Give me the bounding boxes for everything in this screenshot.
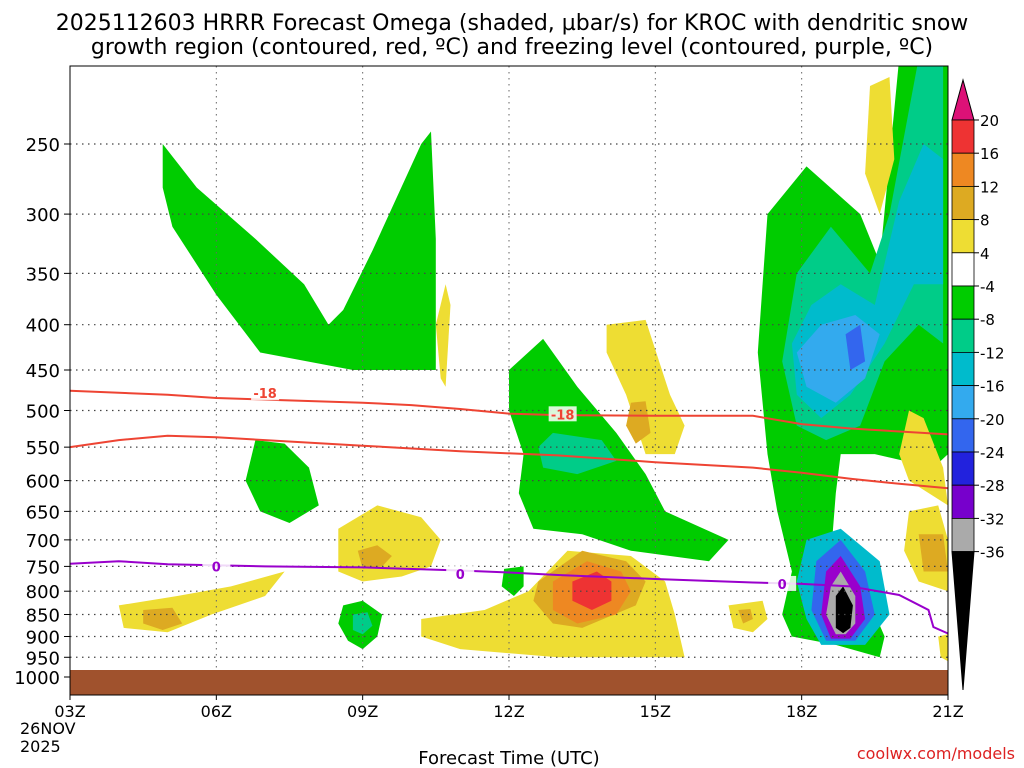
colorbar-label-10: -24 [980,444,1005,462]
y-tick-label-550: 550 [26,438,60,459]
contour-layer: -18 -18 0 0 0 [69,385,949,635]
omega-region-gold-far-right-low [918,534,948,572]
omega-region-green-upper-left-a [162,131,436,370]
y-tick-label-250: 250 [26,135,60,156]
colorbar-band-6 [951,318,975,353]
colorbar-label-4: 4 [980,245,990,263]
x-tick-label-12Z: 12Z [493,702,524,721]
omega-region-green-mid-left [245,440,319,523]
omega-region-green-right-small [791,511,802,556]
grid-lines [70,66,948,678]
y-tick-label-1000: 1000 [14,668,60,689]
colorbar-label-13: -36 [980,544,1005,562]
y-tick-label-350: 350 [26,264,60,285]
x-tick-label-21Z: 21Z [932,702,963,721]
x-axis-time-labels: 03Z 06Z 09Z 12Z 15Z 18Z 21Z [54,695,964,721]
x-tick-label-09Z: 09Z [347,702,378,721]
chart-title-line1: 2025112603 HRRR Forecast Omega (shaded, … [56,11,969,36]
y-tick-label-300: 300 [26,205,60,226]
colorbar-band-1 [951,152,975,187]
omega-region-black-lower-right [835,586,853,634]
y-tick-label-450: 450 [26,361,60,382]
dgz-label-1: -18 [253,387,277,402]
colorbar-label-7: -12 [980,344,1005,362]
dgz-label-2: -18 [551,408,575,423]
omega-region-yellow-top-right [865,77,895,215]
colorbar-band-7 [951,351,975,386]
y-tick-label-600: 600 [26,472,60,493]
colorbar-band-9 [951,418,975,453]
colorbar-label-2: 12 [980,178,999,196]
y-tick-label-500: 500 [26,402,60,423]
colorbar-band-3 [951,219,975,254]
date-label-year: 2025 [20,737,61,756]
y-tick-label-800: 800 [26,582,60,603]
y-tick-label-700: 700 [26,531,60,552]
site-credit: coolwx.com/models [857,744,1015,763]
omega-region-gold-mid-low [357,545,392,569]
omega-colorbar: 20 16 12 8 4 -4 -8 -12 -16 -20 -24 -28 -32 -36 [951,78,1005,691]
omega-region-teal-left-low-a [352,612,373,635]
omega-region-yellow-upper-mid [606,319,685,455]
omega-shading-layer [118,66,948,662]
dgz-contour-upper [69,389,949,436]
omega-region-gold-upper-mid [626,401,651,444]
y-tick-label-850: 850 [26,606,60,627]
omega-region-yellow-upper-left [435,284,451,387]
date-label-day: 26NOV [20,719,76,738]
x-tick-label-03Z: 03Z [54,702,85,721]
omega-region-gold-left-low [143,607,183,630]
dgz-contour-lower [69,434,949,490]
freezing-label-1-bg [202,558,231,574]
colorbar-band-11 [951,484,975,519]
colorbar-label-6: -8 [980,311,995,329]
freezing-label-2-bg [446,566,475,582]
ground-below-surface [70,670,948,695]
freezing-label-3: 0 [778,578,787,593]
colorbar-label-9: -20 [980,411,1005,429]
colorbar-band-0 [951,119,975,154]
omega-region-yellow-right-mid [899,410,948,506]
colorbar-band-8 [951,385,975,420]
y-tick-label-400: 400 [26,316,60,337]
x-tick-label-06Z: 06Z [201,702,232,721]
x-tick-label-15Z: 15Z [640,702,671,721]
omega-region-teal-mid-center [538,432,617,475]
colorbar-label-0: 20 [980,112,999,130]
dgz-label-2-bg [548,406,577,422]
colorbar-label-8: -16 [980,378,1005,396]
colorbar-label-11: -28 [980,477,1005,495]
x-axis-title: Forecast Time (UTC) [418,748,599,768]
colorbar-band-4 [951,252,975,287]
colorbar-band-12 [951,518,975,553]
colorbar-label-3: 8 [980,212,990,230]
colorbar-label-1: 16 [980,145,999,163]
chart-title-line2: growth region (contoured, red, ºC) and f… [91,35,933,60]
dgz-label-1-bg [251,385,280,401]
colorbar-label-5: -4 [980,278,995,296]
colorbar-label-12: -32 [980,510,1005,528]
colorbar-bottom-cap [951,551,975,691]
omega-region-gold-right-low [738,609,753,624]
omega-region-red-center-low [572,571,612,610]
colorbar-band-2 [951,185,975,220]
freezing-label-2: 0 [456,568,465,583]
y-tick-label-650: 650 [26,502,60,523]
omega-region-green-mid-center [509,338,729,562]
freezing-label-1: 0 [212,560,221,575]
colorbar-band-10 [951,451,975,486]
y-tick-label-900: 900 [26,627,60,648]
y-tick-label-950: 950 [26,648,60,669]
freezing-label-3-bg [768,575,797,591]
colorbar-band-5 [951,285,975,320]
omega-region-yellow-far-right-bottom [938,634,948,662]
x-tick-label-18Z: 18Z [786,702,817,721]
y-tick-label-750: 750 [26,557,60,578]
omega-region-blue-right-upper [845,324,866,370]
colorbar-top-cap [951,78,975,121]
